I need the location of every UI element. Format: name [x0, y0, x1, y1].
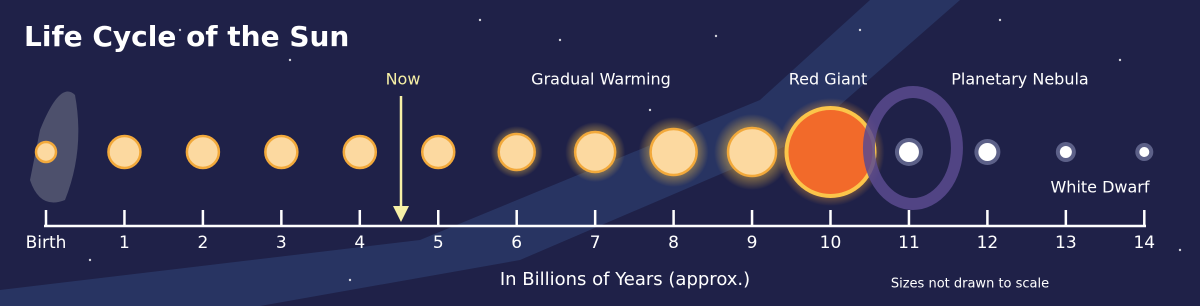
white-dwarf — [1059, 146, 1072, 158]
red-giant — [784, 106, 877, 198]
background-star — [178, 28, 182, 32]
timeline-tick-label: 11 — [898, 233, 920, 253]
background-star — [1118, 58, 1122, 62]
timeline-tick-label: 8 — [668, 233, 679, 253]
timeline-tick-label: 1 — [119, 233, 130, 253]
now-label: Now — [386, 70, 421, 89]
axis-title: In Billions of Years (approx.) — [500, 269, 750, 290]
sun — [421, 134, 456, 170]
white-dwarf — [1139, 147, 1150, 157]
gradual-warming-label: Gradual Warming — [531, 70, 671, 89]
white-dwarf — [978, 143, 997, 161]
background-star — [998, 18, 1002, 22]
timeline-tick-label: 7 — [590, 233, 601, 253]
background-star — [558, 38, 562, 42]
sun — [342, 134, 378, 170]
timeline-tick-label: Birth — [26, 233, 67, 253]
background-star — [478, 18, 482, 22]
sun — [573, 130, 617, 174]
timeline-tick-label: 10 — [820, 233, 842, 253]
background-star — [88, 258, 92, 262]
timeline-tick-label: 9 — [747, 233, 758, 253]
sun — [726, 126, 778, 178]
background-star — [348, 278, 352, 282]
background-star — [648, 108, 652, 112]
planetary-nebula-ring — [862, 86, 963, 210]
sun — [649, 127, 698, 177]
timeline-tick-label: 2 — [197, 233, 208, 253]
white-dwarf-label: White Dwarf — [1050, 178, 1149, 197]
white-dwarf — [898, 142, 919, 162]
background-star — [288, 58, 292, 62]
timeline-tick-label: 3 — [276, 233, 287, 253]
scale-note: Sizes not drawn to scale — [891, 277, 1049, 292]
sun — [34, 140, 58, 164]
title: Life Cycle of the Sun — [24, 20, 349, 53]
background-star — [858, 28, 862, 32]
background-star — [1178, 248, 1182, 252]
sun — [264, 134, 299, 170]
red-giant-label: Red Giant — [789, 70, 868, 89]
sun — [185, 134, 221, 170]
timeline-tick-label: 5 — [433, 233, 444, 253]
timeline-tick-label: 6 — [511, 233, 522, 253]
now-arrowhead — [393, 206, 409, 222]
sun — [107, 134, 142, 170]
timeline-tick-label: 12 — [977, 233, 999, 253]
planetary-nebula-label: Planetary Nebula — [951, 70, 1088, 89]
sun — [497, 132, 536, 172]
timeline-tick-label: 4 — [354, 233, 365, 253]
timeline-tick-label: 13 — [1055, 233, 1077, 253]
timeline-tick-label: 14 — [1133, 233, 1155, 253]
background-star — [714, 34, 718, 38]
